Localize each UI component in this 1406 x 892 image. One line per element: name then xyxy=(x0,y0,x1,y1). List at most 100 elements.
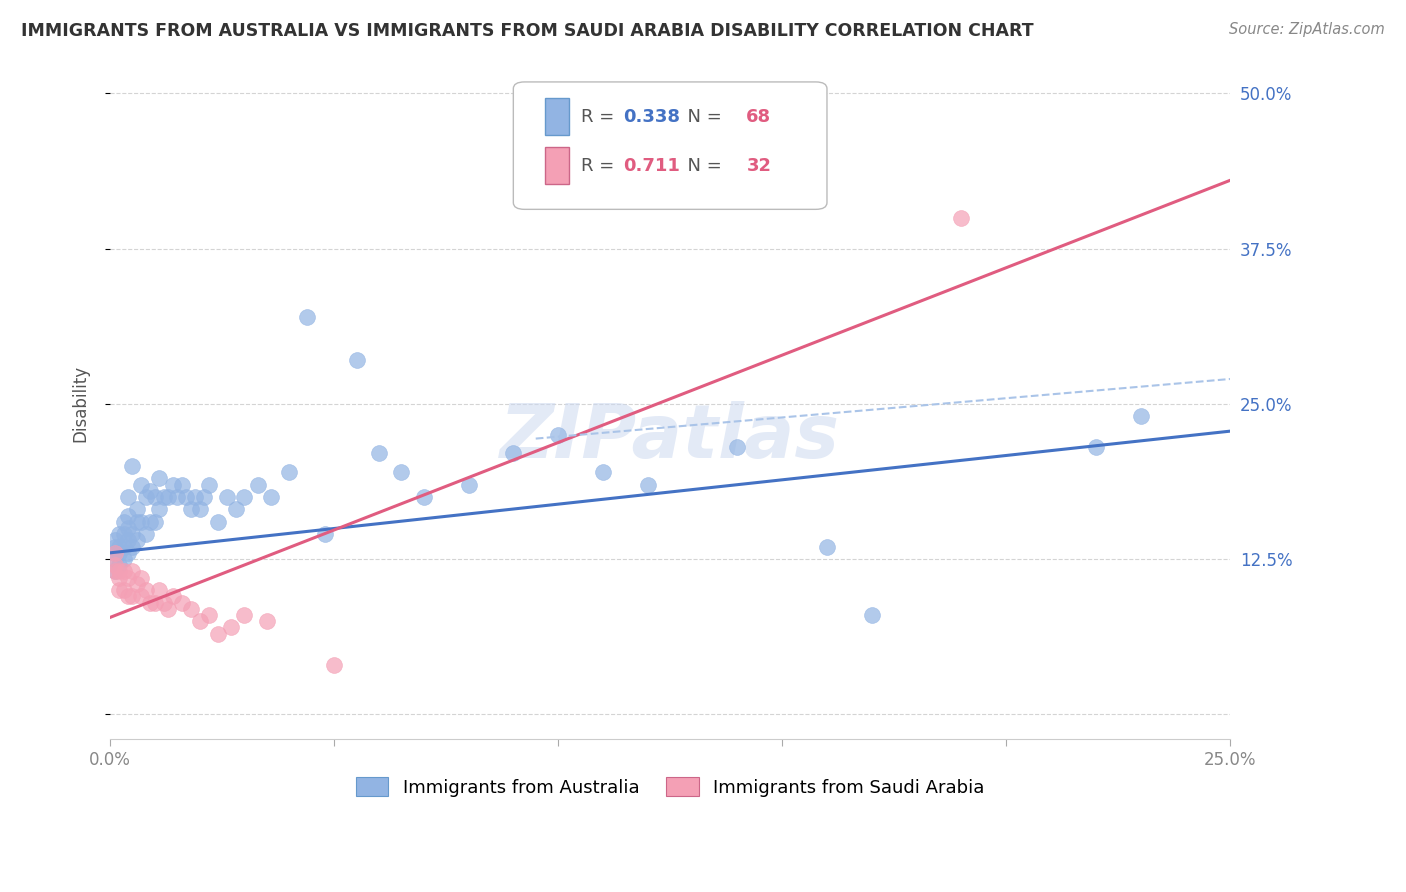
Text: ZIPatlas: ZIPatlas xyxy=(501,401,841,474)
Point xyxy=(246,477,269,491)
FancyBboxPatch shape xyxy=(544,98,569,136)
Point xyxy=(1084,440,1107,454)
Point xyxy=(153,490,176,504)
Point xyxy=(143,595,166,609)
Point xyxy=(103,552,125,566)
Point xyxy=(180,502,202,516)
Point xyxy=(725,440,748,454)
Point xyxy=(592,465,614,479)
Point xyxy=(153,595,176,609)
Point xyxy=(103,565,125,579)
Text: IMMIGRANTS FROM AUSTRALIA VS IMMIGRANTS FROM SAUDI ARABIA DISABILITY CORRELATION: IMMIGRANTS FROM AUSTRALIA VS IMMIGRANTS … xyxy=(21,22,1033,40)
Point xyxy=(103,533,125,548)
Text: 68: 68 xyxy=(747,108,772,126)
Point xyxy=(314,527,336,541)
Point xyxy=(157,601,180,615)
Point xyxy=(117,521,139,535)
Point xyxy=(135,527,157,541)
Point xyxy=(215,490,238,504)
Point xyxy=(260,490,283,504)
Point xyxy=(108,558,131,573)
Text: R =: R = xyxy=(581,157,626,175)
Point xyxy=(108,540,131,554)
Point xyxy=(131,590,153,604)
Point xyxy=(162,477,184,491)
Point xyxy=(297,310,319,324)
Text: Source: ZipAtlas.com: Source: ZipAtlas.com xyxy=(1229,22,1385,37)
Point xyxy=(197,477,219,491)
Point xyxy=(148,502,170,516)
Text: 0.711: 0.711 xyxy=(623,157,681,175)
Text: 32: 32 xyxy=(747,157,772,175)
Point xyxy=(131,515,153,529)
Point xyxy=(117,590,139,604)
Point xyxy=(117,508,139,523)
Point xyxy=(346,353,368,368)
Point xyxy=(278,465,301,479)
Point xyxy=(108,583,131,598)
Point xyxy=(125,502,148,516)
Point xyxy=(219,620,242,634)
Point xyxy=(121,540,143,554)
Text: N =: N = xyxy=(676,157,727,175)
Point xyxy=(180,601,202,615)
Point xyxy=(225,502,247,516)
Point xyxy=(457,477,479,491)
Point xyxy=(233,607,256,622)
Point xyxy=(121,565,143,579)
Point xyxy=(184,490,207,504)
Point xyxy=(112,540,135,554)
Point xyxy=(256,614,278,628)
Y-axis label: Disability: Disability xyxy=(72,365,89,442)
Point xyxy=(547,428,569,442)
Point xyxy=(112,552,135,566)
Point xyxy=(170,477,193,491)
Point xyxy=(139,595,162,609)
Point xyxy=(143,515,166,529)
Point xyxy=(135,490,157,504)
Point xyxy=(125,533,148,548)
Point xyxy=(125,577,148,591)
Point xyxy=(117,490,139,504)
Point xyxy=(323,657,346,672)
Point xyxy=(233,490,256,504)
FancyBboxPatch shape xyxy=(544,147,569,184)
Point xyxy=(112,515,135,529)
Point xyxy=(637,477,659,491)
Point xyxy=(121,590,143,604)
Text: R =: R = xyxy=(581,108,620,126)
Point xyxy=(207,515,229,529)
Point xyxy=(162,590,184,604)
Point xyxy=(207,626,229,640)
Text: N =: N = xyxy=(676,108,727,126)
Point xyxy=(103,546,125,560)
Point xyxy=(367,446,389,460)
Point xyxy=(108,571,131,585)
Point xyxy=(412,490,434,504)
Point xyxy=(131,477,153,491)
Point xyxy=(143,490,166,504)
Point xyxy=(108,527,131,541)
Point xyxy=(193,490,215,504)
Point xyxy=(131,571,153,585)
Point xyxy=(148,471,170,485)
Point xyxy=(166,490,188,504)
Point xyxy=(197,607,219,622)
Point xyxy=(103,565,125,579)
Point xyxy=(103,558,125,573)
Point xyxy=(139,515,162,529)
Point xyxy=(117,546,139,560)
Point xyxy=(188,614,211,628)
Point xyxy=(135,583,157,598)
Point xyxy=(112,583,135,598)
FancyBboxPatch shape xyxy=(513,82,827,210)
Text: 0.338: 0.338 xyxy=(623,108,681,126)
Point xyxy=(121,527,143,541)
Point xyxy=(108,546,131,560)
Point xyxy=(117,571,139,585)
Point xyxy=(174,490,197,504)
Point xyxy=(1129,409,1152,424)
Point xyxy=(117,533,139,548)
Point xyxy=(170,595,193,609)
Point xyxy=(815,540,838,554)
